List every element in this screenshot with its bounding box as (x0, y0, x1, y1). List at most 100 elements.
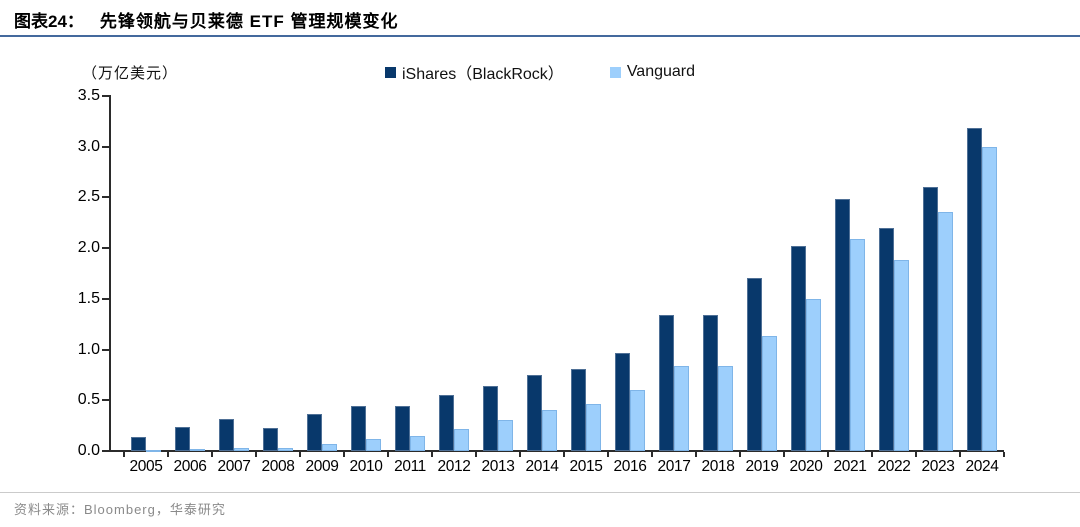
bar-ishares-2017 (659, 315, 674, 451)
x-axis-tick (475, 452, 477, 457)
figure-title: 先锋领航与贝莱德 ETF 管理规模变化 (99, 12, 399, 31)
x-axis-label: 2006 (173, 458, 207, 475)
y-axis-line (109, 95, 111, 452)
x-axis-tick (827, 452, 829, 457)
x-axis-tick (783, 452, 785, 457)
y-axis-label: 3.5 (77, 87, 100, 104)
bar-vanguard-2015 (586, 404, 601, 451)
bar-vanguard-2024 (982, 147, 997, 451)
source-text: 资料来源：Bloomberg，华泰研究 (14, 502, 226, 517)
y-axis-tick (102, 297, 110, 300)
x-axis-tick (1003, 452, 1005, 457)
figure-header: 图表24： 先锋领航与贝莱德 ETF 管理规模变化 (14, 7, 398, 33)
bar-vanguard-2005 (146, 450, 161, 452)
bar-ishares-2008 (263, 428, 278, 451)
chart-legend: iShares（BlackRock） Vanguard (0, 60, 1080, 84)
bar-vanguard-2009 (322, 444, 337, 451)
bar-ishares-2006 (175, 427, 190, 451)
x-axis-line (109, 450, 1004, 452)
legend-item-vanguard: Vanguard (609, 60, 696, 84)
x-axis-label: 2012 (437, 458, 471, 475)
x-axis-tick (651, 452, 653, 457)
x-axis-label: 2014 (525, 458, 559, 475)
y-axis-label: 2.0 (77, 239, 100, 257)
y-axis-label: 0.0 (77, 442, 100, 459)
x-axis-tick (387, 452, 389, 457)
x-axis-tick (123, 452, 125, 457)
y-axis-tick (102, 247, 110, 250)
footer-divider (0, 492, 1080, 493)
bar-ishares-2011 (395, 406, 410, 451)
legend-swatch-vanguard (609, 66, 621, 78)
x-axis-label: 2019 (745, 458, 779, 475)
y-axis-label: 3.0 (77, 137, 100, 155)
x-axis-label: 2013 (481, 458, 515, 475)
bar-ishares-2019 (747, 278, 762, 451)
bar-vanguard-2023 (938, 212, 953, 451)
y-axis-unit-label: （万亿美元） (82, 65, 179, 82)
bar-vanguard-2018 (718, 366, 733, 451)
y-axis-label: 2.5 (77, 188, 100, 206)
y-axis-tick (102, 196, 110, 199)
y-axis-label: 0.5 (77, 391, 100, 409)
y-axis-tick (102, 95, 110, 97)
y-axis-tick (102, 145, 110, 148)
bar-vanguard-2012 (454, 429, 469, 451)
x-axis-label: 2016 (613, 458, 647, 475)
x-axis-tick (915, 452, 917, 457)
x-axis-tick (211, 452, 213, 457)
legend-swatch-ishares (384, 66, 396, 78)
x-axis-label: 2015 (569, 458, 603, 475)
bar-vanguard-2017 (674, 366, 689, 451)
legend-label-vanguard: Vanguard (626, 63, 696, 80)
bar-vanguard-2010 (366, 439, 381, 451)
x-axis-label: 2010 (349, 458, 383, 475)
x-axis-label: 2021 (833, 458, 867, 475)
bar-ishares-2021 (835, 199, 850, 451)
x-axis-label: 2007 (217, 458, 251, 475)
bar-ishares-2013 (483, 386, 498, 451)
x-axis-tick (959, 452, 961, 457)
x-axis-tick (739, 452, 741, 457)
x-axis-tick (563, 452, 565, 457)
x-axis-label: 2008 (261, 458, 295, 475)
x-axis-tick (871, 452, 873, 457)
x-axis-tick (299, 452, 301, 457)
bar-ishares-2009 (307, 414, 322, 451)
bar-vanguard-2006 (190, 449, 205, 451)
bar-vanguard-2014 (542, 410, 557, 451)
x-axis-tick (167, 452, 169, 457)
bar-ishares-2012 (439, 395, 454, 451)
x-axis-label: 2011 (394, 458, 426, 475)
y-axis-tick (102, 450, 110, 452)
bar-ishares-2016 (615, 353, 630, 451)
bar-ishares-2014 (527, 375, 542, 451)
x-axis-tick (255, 452, 257, 457)
bar-ishares-2010 (351, 406, 366, 451)
y-axis-tick (102, 399, 110, 402)
y-axis-label: 1.5 (77, 289, 100, 307)
bar-ishares-2007 (219, 419, 234, 451)
x-axis-label: 2005 (129, 458, 163, 475)
bar-vanguard-2022 (894, 260, 909, 451)
figure-number-label: 图表24： (14, 12, 84, 31)
x-axis-label: 2017 (657, 458, 691, 475)
bar-vanguard-2008 (278, 448, 293, 451)
bar-ishares-2005 (131, 437, 146, 451)
bar-vanguard-2021 (850, 239, 865, 451)
bar-vanguard-2019 (762, 336, 777, 451)
x-axis-label: 2023 (921, 458, 955, 475)
y-axis-label: 1.0 (77, 340, 100, 358)
x-axis-label: 2009 (305, 458, 339, 475)
x-axis-tick (607, 452, 609, 457)
bar-ishares-2022 (879, 228, 894, 451)
y-axis-tick (102, 348, 110, 351)
bar-vanguard-2016 (630, 390, 645, 451)
x-axis-tick (695, 452, 697, 457)
bar-vanguard-2020 (806, 299, 821, 451)
x-axis-label: 2018 (701, 458, 735, 475)
bar-ishares-2020 (791, 246, 806, 451)
x-axis-tick (431, 452, 433, 457)
x-axis-label: 2024 (965, 458, 999, 475)
